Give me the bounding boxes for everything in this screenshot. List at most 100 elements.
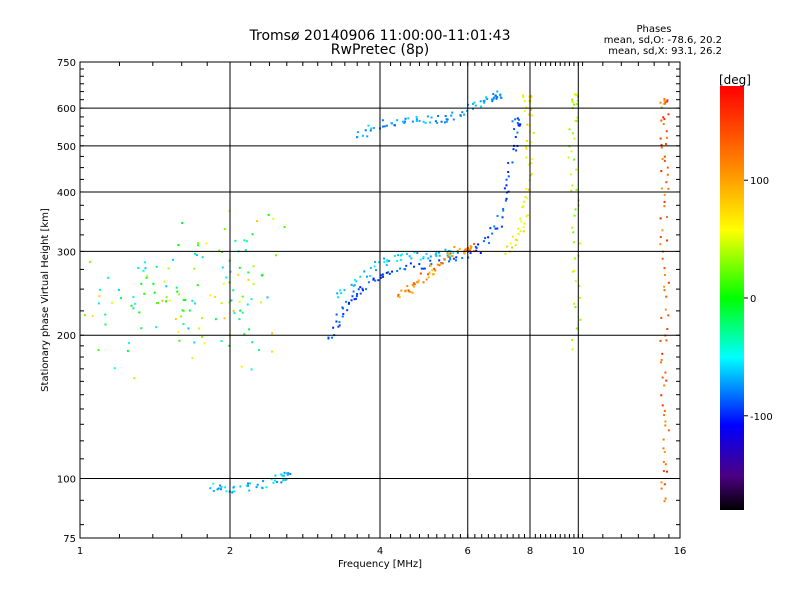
data-point [473,101,476,104]
data-point [523,200,526,203]
data-point [469,247,472,250]
data-point [525,146,528,149]
data-point [415,119,418,122]
data-point [346,309,349,312]
data-point [487,236,490,239]
data-point [381,273,384,276]
data-point [660,487,663,490]
data-point [418,119,421,122]
data-point [568,128,571,131]
colorbar-tick-label: -100 [750,412,773,423]
data-point [386,259,389,262]
colorbar-tick-label: 0 [750,294,756,305]
phase-stats-x: mean, sd,X: 93.1, 26.2 [608,46,722,57]
data-point [482,240,485,243]
data-point [152,282,155,285]
data-point [256,483,259,486]
data-point [496,227,499,230]
data-point [331,336,334,339]
data-point [177,330,180,333]
data-point [415,115,418,118]
data-point [195,254,198,257]
data-point [496,90,499,93]
data-point [401,120,404,123]
data-point [223,317,226,320]
data-point [511,120,514,123]
data-point [429,255,432,258]
data-point [470,246,473,249]
data-point [383,260,386,263]
data-point [567,156,570,159]
data-point [251,341,254,344]
data-point [435,254,438,257]
data-point [665,136,668,139]
data-point [383,257,386,260]
data-point [144,267,147,270]
data-point [193,341,196,344]
data-point [448,260,451,263]
data-point [427,273,430,276]
data-point [438,251,441,254]
data-point [530,108,533,111]
data-point [161,299,164,302]
data-point [244,249,247,252]
data-point [525,215,528,218]
data-point [238,318,241,321]
data-point [576,93,579,96]
data-point [260,274,263,277]
colorbar-tick-label: 100 [750,176,769,187]
data-point [449,255,452,258]
data-point [341,315,344,318]
data-point [240,365,243,368]
y-tick-label: 400 [57,188,76,199]
data-point [528,95,531,98]
data-point [494,94,497,97]
data-point [662,447,665,450]
data-point [230,299,233,302]
data-point [413,283,416,286]
data-point [359,275,362,278]
data-point [662,460,665,463]
data-point [422,257,425,260]
data-point [188,309,191,312]
data-point [437,115,440,118]
data-point [165,296,168,299]
data-point [461,257,464,260]
data-point [493,225,496,228]
data-point [469,252,472,255]
data-point [571,132,574,135]
data-point [113,367,116,370]
data-point [412,285,415,288]
data-point [197,242,200,245]
data-point [574,280,577,283]
data-point [491,100,494,103]
data-point [524,195,527,198]
data-point [471,107,474,110]
data-point [664,497,667,500]
data-point [233,490,236,493]
data-point [388,260,391,263]
data-point [485,96,488,99]
data-point [220,302,223,305]
data-point [356,135,359,138]
data-point [248,489,251,492]
data-point [427,276,430,279]
data-point [665,295,668,298]
data-point [145,276,148,279]
data-point [422,281,425,284]
data-point [573,158,576,161]
data-point [522,94,525,97]
data-point [353,284,356,287]
data-point [243,239,246,242]
data-point [272,217,275,220]
data-point [241,295,244,298]
data-point [176,290,179,293]
data-point [246,303,249,306]
data-point [500,97,503,100]
data-point [449,252,452,255]
data-point [282,474,285,477]
data-point [184,299,187,302]
x-tick-label: 8 [527,546,533,557]
data-point [377,261,380,264]
data-point [201,335,204,338]
